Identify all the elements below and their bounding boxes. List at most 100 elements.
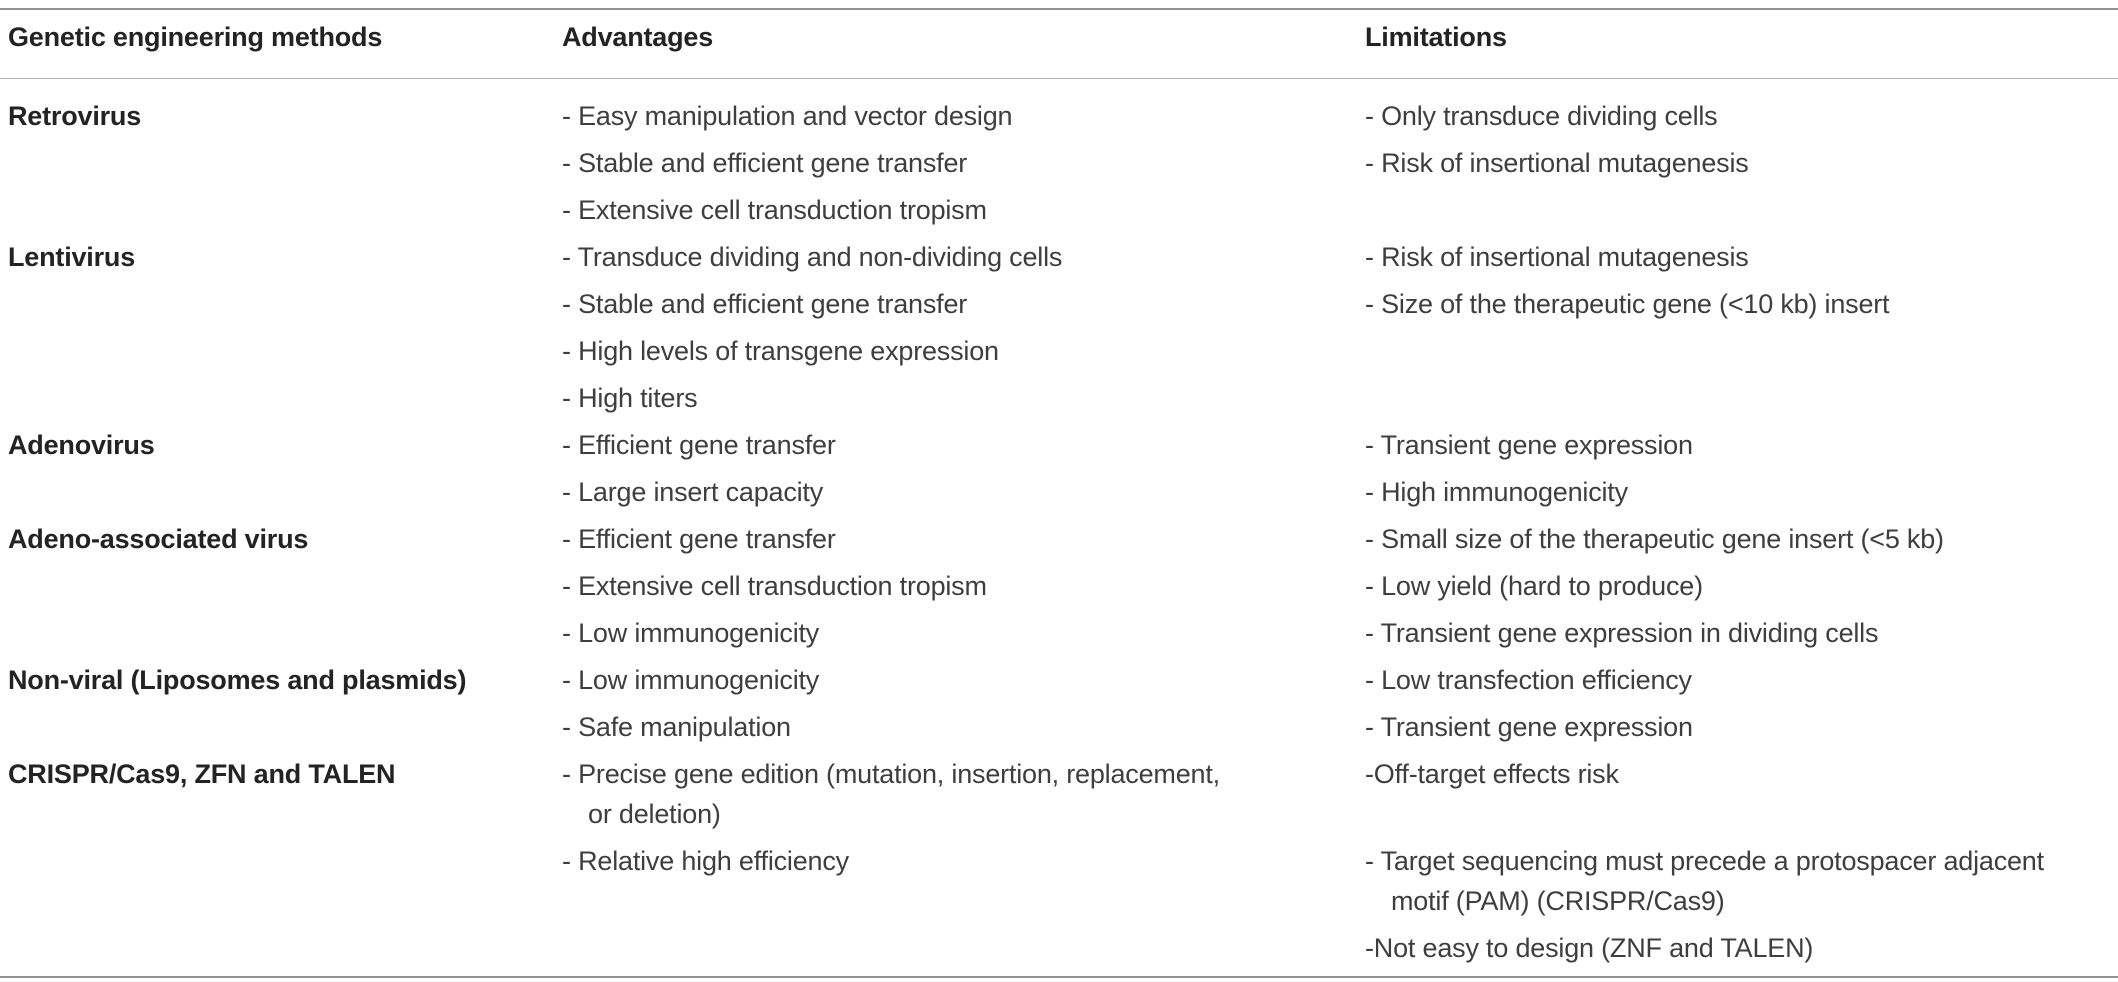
method-cell-text: CRISPR/Cas9, ZFN and TALEN [8, 759, 396, 789]
advantage-cell-text: - Low immunogenicity [562, 665, 820, 695]
table-row: - Stable and efficient gene transfer - Ri… [0, 143, 2118, 190]
method-cell [0, 613, 562, 660]
table-row: - Large insert capacity - High immunogeni… [0, 472, 2118, 519]
method-cell-text: Retrovirus [8, 101, 142, 131]
column-header-methods: Genetic engineering methods [0, 9, 562, 79]
column-header-advantages: Advantages [562, 9, 1365, 79]
table-row: - Relative high efficiency - Target seque… [0, 841, 2118, 928]
method-cell [0, 143, 562, 190]
advantage-cell: - Relative high efficiency [562, 841, 1365, 928]
limitation-cell: - Only transduce dividing cells [1365, 79, 2118, 144]
limitation-cell: - Transient gene expression in dividing … [1365, 613, 2118, 660]
limitation-cell-text: - Transient gene expression in dividing … [1365, 618, 1879, 648]
limitation-cell: - Small size of the therapeutic gene ins… [1365, 519, 2118, 566]
limitation-cell: - Transient gene expression [1365, 707, 2118, 754]
limitation-cell-text: - Risk of insertional mutagenesis [1365, 148, 1749, 178]
limitation-cell: - Risk of insertional mutagenesis [1365, 237, 2118, 284]
advantage-cell-text: - Low immunogenicity [562, 618, 820, 648]
advantage-cell-text: - Relative high efficiency [562, 846, 849, 876]
limitation-cell-text: -Not easy to design (ZNF and TALEN) [1365, 933, 1814, 963]
method-cell [0, 378, 562, 425]
table-row: Lentivirus - Transduce dividing and non-d… [0, 237, 2118, 284]
genetic-engineering-methods-table: Genetic engineering methods Advantages L… [0, 8, 2118, 978]
advantage-cell: - Extensive cell transduction tropism [562, 190, 1365, 237]
table-row: - Safe manipulation - Transient gene expr… [0, 707, 2118, 754]
table-row: CRISPR/Cas9, ZFN and TALEN - Precise gene… [0, 754, 2118, 841]
limitation-cell: - Risk of insertional mutagenesis [1365, 143, 2118, 190]
method-cell: CRISPR/Cas9, ZFN and TALEN [0, 754, 562, 841]
limitation-cell: - Transient gene expression [1365, 425, 2118, 472]
advantage-cell-text: - Transduce dividing and non-dividing ce… [562, 242, 1063, 272]
method-cell [0, 928, 562, 977]
advantage-cell: - Easy manipulation and vector design [562, 79, 1365, 144]
table-row: Adeno-associated virus - Efficient gene t… [0, 519, 2118, 566]
method-cell-text: Adenovirus [8, 430, 155, 460]
limitation-cell: - Low yield (hard to produce) [1365, 566, 2118, 613]
limitation-cell: - Target sequencing must precede a proto… [1365, 841, 2118, 928]
method-cell: Lentivirus [0, 237, 562, 284]
advantage-cell: - Low immunogenicity [562, 660, 1365, 707]
advantage-cell: - Transduce dividing and non-dividing ce… [562, 237, 1365, 284]
limitation-cell: - Low transfection efficiency [1365, 660, 2118, 707]
advantage-cell: - Large insert capacity [562, 472, 1365, 519]
table-row: - Stable and efficient gene transfer - Si… [0, 284, 2118, 331]
table-row: Non-viral (Liposomes and plasmids) - Low … [0, 660, 2118, 707]
method-cell: Adeno-associated virus [0, 519, 562, 566]
limitation-cell [1365, 190, 2118, 237]
method-cell [0, 707, 562, 754]
limitation-cell-text: - Transient gene expression [1365, 430, 1693, 460]
advantage-cell-text: - High levels of transgene expression [562, 336, 999, 366]
advantage-cell: - Stable and efficient gene transfer [562, 284, 1365, 331]
method-cell-text: Non-viral (Liposomes and plasmids) [8, 665, 467, 695]
limitation-cell-text: - Only transduce dividing cells [1365, 101, 1718, 131]
limitation-cell-text: - Transient gene expression [1365, 712, 1693, 742]
limitation-cell-text: - Risk of insertional mutagenesis [1365, 242, 1749, 272]
advantage-cell: - Efficient gene transfer [562, 519, 1365, 566]
advantage-cell-text: - Efficient gene transfer [562, 524, 836, 554]
advantage-cell: - High titers [562, 378, 1365, 425]
table-row: - High titers [0, 378, 2118, 425]
advantage-cell: - Low immunogenicity [562, 613, 1365, 660]
method-cell: Retrovirus [0, 79, 562, 144]
table-header: Genetic engineering methods Advantages L… [0, 9, 2118, 79]
advantage-cell-text: - Easy manipulation and vector design [562, 101, 1013, 131]
advantage-cell: - Efficient gene transfer [562, 425, 1365, 472]
table-body: Retrovirus - Easy manipulation and vector… [0, 79, 2118, 978]
header-row: Genetic engineering methods Advantages L… [0, 9, 2118, 79]
table-row: Retrovirus - Easy manipulation and vector… [0, 79, 2118, 144]
limitation-cell-text: - Low yield (hard to produce) [1365, 571, 1703, 601]
limitation-cell: - High immunogenicity [1365, 472, 2118, 519]
limitation-cell-text: - High immunogenicity [1365, 477, 1628, 507]
method-cell [0, 566, 562, 613]
limitation-cell-text: - Low transfection efficiency [1365, 665, 1692, 695]
limitation-cell-text: - Size of the therapeutic gene (<10 kb) … [1365, 289, 1890, 319]
method-cell-text: Lentivirus [8, 242, 136, 272]
table-row: - Extensive cell transduction tropism - L… [0, 566, 2118, 613]
limitation-cell-text: - Target sequencing must precede a proto… [1365, 846, 2044, 916]
column-header-limitations: Limitations [1365, 9, 2118, 79]
advantage-cell-text: - Extensive cell transduction tropism [562, 195, 987, 225]
method-cell: Adenovirus [0, 425, 562, 472]
advantage-cell-text: - Extensive cell transduction tropism [562, 571, 987, 601]
limitation-cell: -Not easy to design (ZNF and TALEN) [1365, 928, 2118, 977]
method-cell: Non-viral (Liposomes and plasmids) [0, 660, 562, 707]
advantage-cell-text: - Large insert capacity [562, 477, 824, 507]
table-row: -Not easy to design (ZNF and TALEN) [0, 928, 2118, 977]
advantage-cell: - Stable and efficient gene transfer [562, 143, 1365, 190]
advantage-cell-text: - High titers [562, 383, 698, 413]
table-row: - Extensive cell transduction tropism [0, 190, 2118, 237]
limitation-cell: -Off-target effects risk [1365, 754, 2118, 841]
limitation-cell: - Size of the therapeutic gene (<10 kb) … [1365, 284, 2118, 331]
advantage-cell-text: - Precise gene edition (mutation, insert… [562, 759, 1220, 829]
table-row: - High levels of transgene expression [0, 331, 2118, 378]
table-row: - Low immunogenicity - Transient gene exp… [0, 613, 2118, 660]
advantage-cell-text: - Stable and efficient gene transfer [562, 289, 968, 319]
advantage-cell-text: - Safe manipulation [562, 712, 791, 742]
limitation-cell [1365, 378, 2118, 425]
advantage-cell: - Safe manipulation [562, 707, 1365, 754]
method-cell [0, 841, 562, 928]
method-cell [0, 472, 562, 519]
advantage-cell-text: - Efficient gene transfer [562, 430, 836, 460]
advantage-cell: - High levels of transgene expression [562, 331, 1365, 378]
